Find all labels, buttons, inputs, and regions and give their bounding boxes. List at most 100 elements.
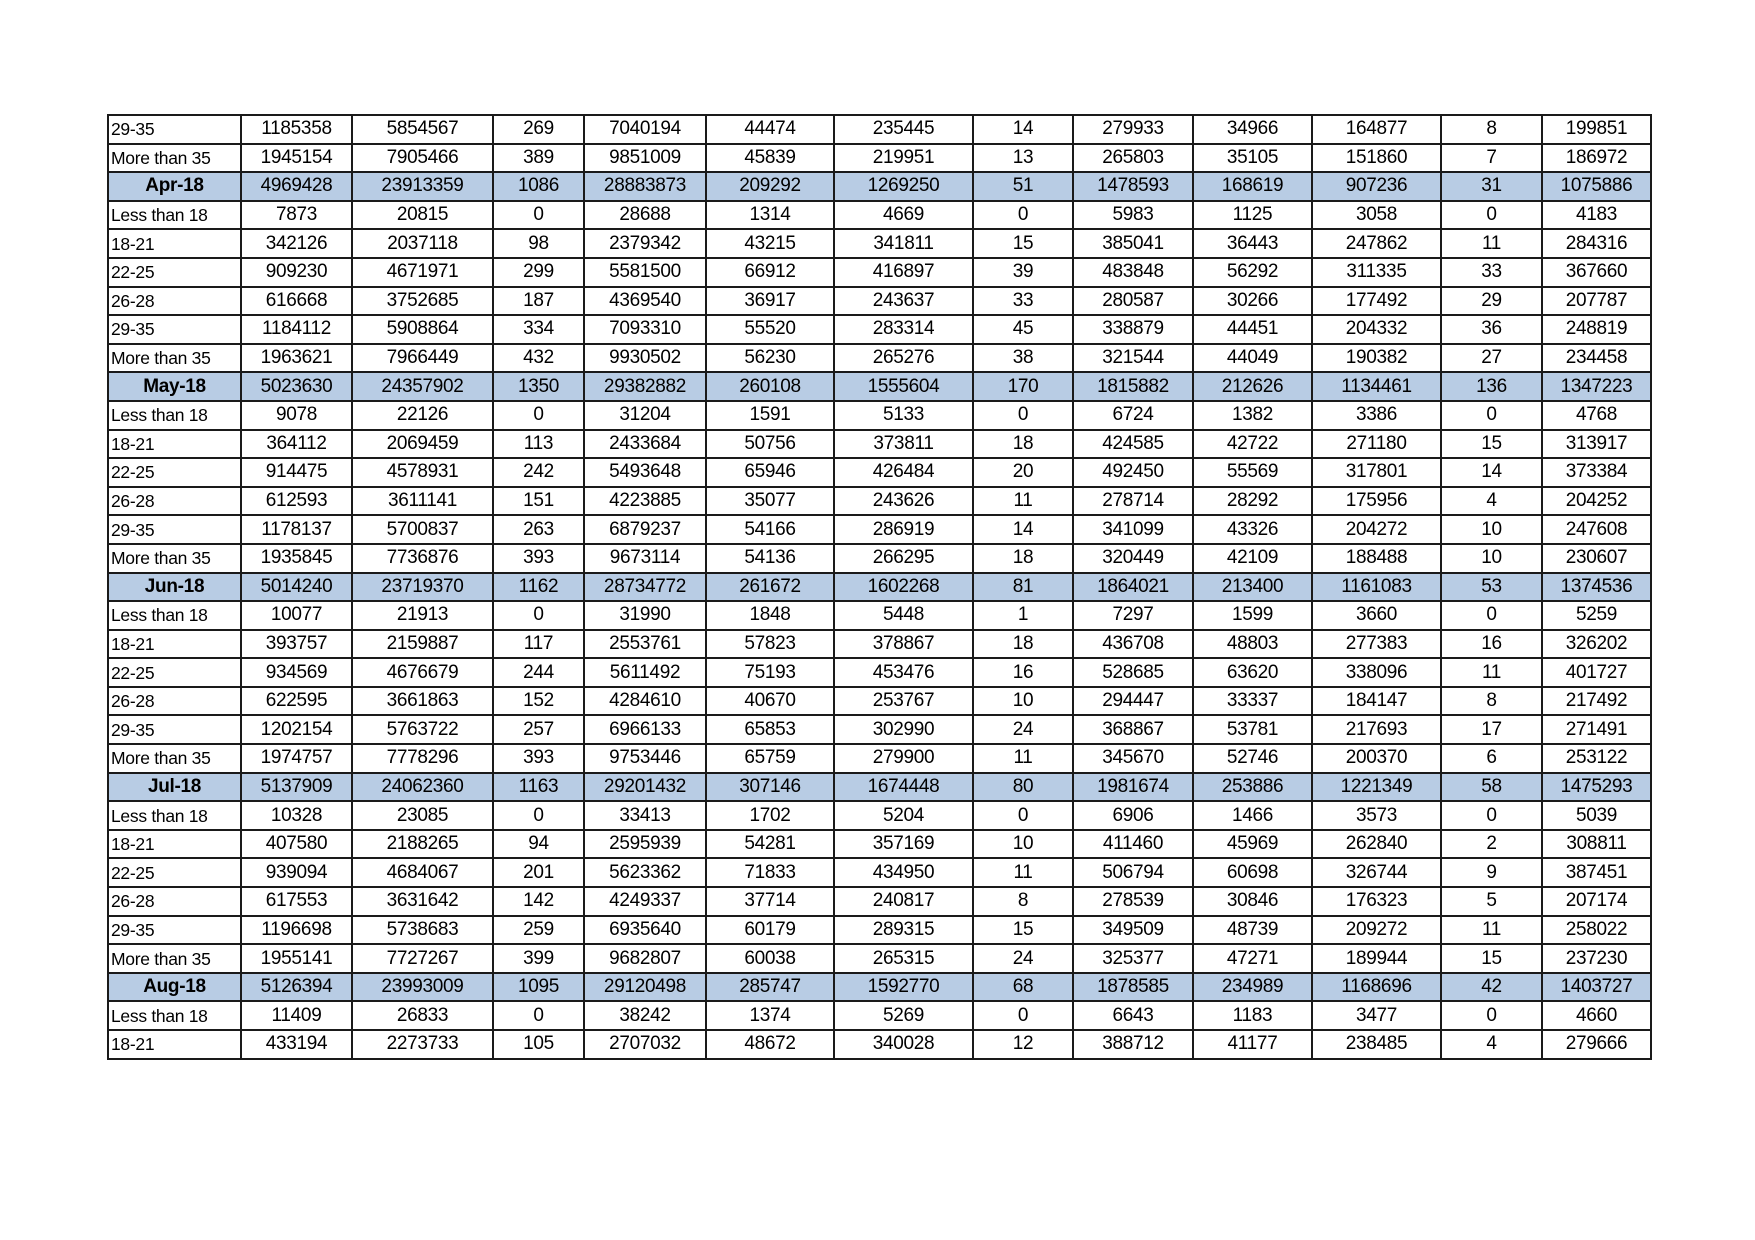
value-cell: 2379342 xyxy=(583,228,707,259)
age-group-row: More than 35 1963621 7966449 432 9930502 5623… xyxy=(107,342,1652,374)
value-cell: 5259 xyxy=(1541,600,1652,631)
value-cell: 37714 xyxy=(705,886,835,917)
value-cell: 320449 xyxy=(1072,542,1194,574)
value-cell: 10328 xyxy=(240,800,353,831)
value-cell: 47271 xyxy=(1192,943,1313,974)
value-cell: 204272 xyxy=(1311,514,1442,545)
value-cell: 0 xyxy=(1440,800,1543,831)
value-cell: 4223885 xyxy=(583,485,707,517)
value-cell: 1555604 xyxy=(833,371,974,402)
value-cell: 98 xyxy=(492,228,585,259)
value-cell: 345670 xyxy=(1072,743,1194,774)
value-cell: 4369540 xyxy=(583,285,707,317)
value-cell: 326202 xyxy=(1541,628,1652,660)
value-cell: 1196698 xyxy=(240,914,353,946)
value-cell: 4578931 xyxy=(351,457,494,488)
value-cell: 30266 xyxy=(1192,285,1313,317)
value-cell: 9 xyxy=(1440,857,1543,889)
value-cell: 416897 xyxy=(833,256,974,288)
value-cell: 1935845 xyxy=(240,542,353,574)
value-cell: 278714 xyxy=(1072,485,1194,517)
value-cell: 5269 xyxy=(833,1000,974,1031)
value-cell: 1202154 xyxy=(240,714,353,746)
value-cell: 378867 xyxy=(833,628,974,660)
value-cell: 36917 xyxy=(705,285,835,317)
value-cell: 71833 xyxy=(705,857,835,889)
value-cell: 909230 xyxy=(240,256,353,288)
age-group-row: More than 35 1945154 7905466 389 9851009 4583… xyxy=(107,142,1652,174)
value-cell: 506794 xyxy=(1072,857,1194,889)
value-cell: 3611141 xyxy=(351,485,494,517)
value-cell: 7297 xyxy=(1072,600,1194,631)
age-group-row: Less than 18 11409 26833 0 38242 1374 5269 0 664… xyxy=(107,1000,1652,1031)
value-cell: 23913359 xyxy=(351,171,494,202)
value-cell: 243626 xyxy=(833,485,974,517)
value-cell: 1702 xyxy=(705,800,835,831)
age-group-label-cell: More than 35 xyxy=(107,943,242,974)
value-cell: 45969 xyxy=(1192,828,1313,860)
value-cell: 6879237 xyxy=(583,514,707,545)
value-cell: 42722 xyxy=(1192,428,1313,460)
value-cell: 1815882 xyxy=(1072,371,1194,402)
value-cell: 189944 xyxy=(1311,943,1442,974)
value-cell: 230607 xyxy=(1541,542,1652,574)
value-cell: 4 xyxy=(1440,1029,1543,1060)
age-group-row: Less than 18 9078 22126 0 31204 1591 5133 0 6724… xyxy=(107,399,1652,431)
value-cell: 262840 xyxy=(1311,828,1442,860)
value-cell: 0 xyxy=(492,600,585,631)
value-cell: 209292 xyxy=(705,171,835,202)
value-cell: 36443 xyxy=(1192,228,1313,259)
value-cell: 393 xyxy=(492,743,585,774)
value-cell: 200370 xyxy=(1311,743,1442,774)
value-cell: 177492 xyxy=(1311,285,1442,317)
value-cell: 253767 xyxy=(833,685,974,717)
age-group-label-cell: 29-35 xyxy=(107,714,242,746)
value-cell: 5204 xyxy=(833,800,974,831)
value-cell: 436708 xyxy=(1072,628,1194,660)
age-group-label-cell: Less than 18 xyxy=(107,199,242,231)
value-cell: 0 xyxy=(972,199,1074,231)
value-cell: 433194 xyxy=(240,1029,353,1060)
value-cell: 41177 xyxy=(1192,1029,1313,1060)
value-cell: 14 xyxy=(972,514,1074,545)
value-cell: 7736876 xyxy=(351,542,494,574)
value-cell: 277383 xyxy=(1311,628,1442,660)
value-cell: 2433684 xyxy=(583,428,707,460)
value-cell: 14 xyxy=(1440,457,1543,488)
value-cell: 2037118 xyxy=(351,228,494,259)
value-cell: 186972 xyxy=(1541,142,1652,174)
value-cell: 242 xyxy=(492,457,585,488)
value-cell: 28688 xyxy=(583,199,707,231)
value-cell: 188488 xyxy=(1311,542,1442,574)
value-cell: 0 xyxy=(972,1000,1074,1031)
age-group-row: 26-28 612593 3611141 151 4223885 35077 243626 1… xyxy=(107,485,1652,517)
value-cell: 176323 xyxy=(1311,886,1442,917)
value-cell: 7873 xyxy=(240,199,353,231)
age-group-row: 29-35 1202154 5763722 257 6966133 65853 302990… xyxy=(107,714,1652,746)
month-label-cell: Jul-18 xyxy=(107,771,242,803)
age-group-row: More than 35 1974757 7778296 393 9753446 6575… xyxy=(107,743,1652,774)
value-cell: 11 xyxy=(1440,228,1543,259)
value-cell: 7093310 xyxy=(583,314,707,345)
value-cell: 6643 xyxy=(1072,1000,1194,1031)
value-cell: 29201432 xyxy=(583,771,707,803)
value-cell: 168619 xyxy=(1192,171,1313,202)
age-group-row: 29-35 1184112 5908864 334 7093310 55520 283314… xyxy=(107,314,1652,345)
value-cell: 66912 xyxy=(705,256,835,288)
value-cell: 204332 xyxy=(1311,314,1442,345)
value-cell: 60038 xyxy=(705,943,835,974)
value-cell: 10 xyxy=(972,828,1074,860)
value-cell: 204252 xyxy=(1541,485,1652,517)
value-cell: 5983 xyxy=(1072,199,1194,231)
age-group-row: Less than 18 10077 21913 0 31990 1848 5448 1 729… xyxy=(107,600,1652,631)
value-cell: 279933 xyxy=(1072,114,1194,145)
value-cell: 368867 xyxy=(1072,714,1194,746)
value-cell: 20815 xyxy=(351,199,494,231)
value-cell: 55520 xyxy=(705,314,835,345)
value-cell: 453476 xyxy=(833,657,974,688)
age-group-label-cell: Less than 18 xyxy=(107,399,242,431)
value-cell: 271491 xyxy=(1541,714,1652,746)
value-cell: 18 xyxy=(972,428,1074,460)
age-group-label-cell: 29-35 xyxy=(107,914,242,946)
age-group-label-cell: 18-21 xyxy=(107,1029,242,1060)
